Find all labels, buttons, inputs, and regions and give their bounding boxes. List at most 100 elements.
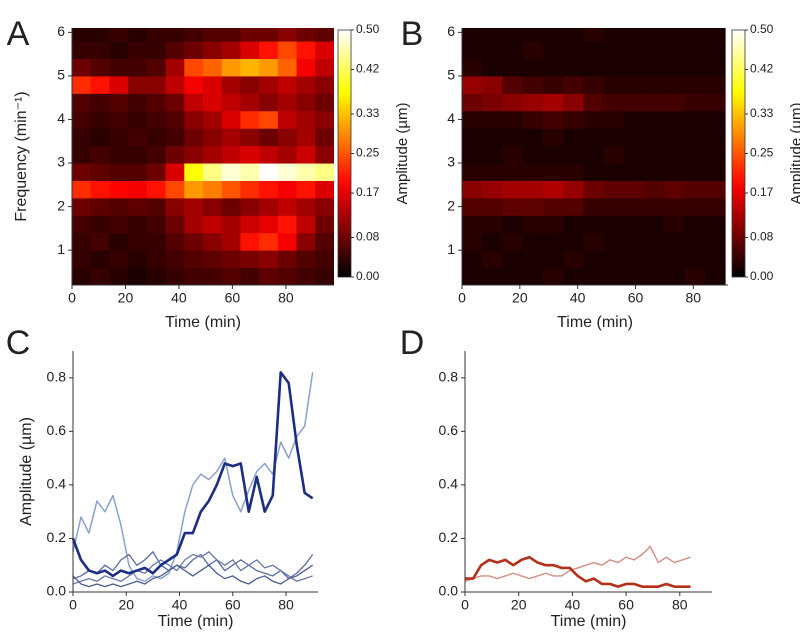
- heatmap-cell: [502, 28, 524, 42]
- line-series: [72, 551, 313, 585]
- y-tick-label: 4: [57, 110, 65, 126]
- heatmap-cell: [240, 197, 260, 216]
- heatmap-cell: [542, 93, 564, 112]
- heatmap-cell: [542, 58, 564, 77]
- heatmap-cell: [583, 93, 605, 112]
- heatmap-cell: [277, 41, 298, 59]
- heatmap-cell: [128, 145, 148, 164]
- heatmap-cell: [277, 128, 298, 147]
- heatmap-cell: [623, 28, 645, 42]
- heatmap-cell: [146, 93, 167, 112]
- heatmap-cell: [315, 28, 334, 42]
- heatmap-cell: [165, 110, 185, 129]
- heatmap-cell: [221, 250, 241, 269]
- heatmap-cell: [203, 93, 223, 112]
- heatmap-cell: [704, 110, 726, 129]
- heatmap-cell: [563, 93, 584, 112]
- heatmap-cell: [109, 180, 129, 199]
- heatmap-cell: [644, 93, 665, 112]
- heatmap-cell: [542, 163, 564, 181]
- heatmap-cell: [109, 28, 129, 42]
- y-tick-label: 5: [447, 67, 455, 83]
- heatmap-cell: [146, 163, 167, 181]
- heatmap-cell: [502, 232, 524, 251]
- heatmap-cell: [165, 250, 185, 269]
- heatmap-cell: [277, 180, 298, 199]
- heatmap-cell: [146, 267, 167, 285]
- heatmap-cell: [90, 197, 110, 216]
- heatmap-cell: [315, 110, 334, 129]
- heatmap-cell: [221, 75, 241, 94]
- heatmap-cell: [684, 58, 706, 77]
- heatmap-cell: [583, 180, 605, 199]
- heatmap-cell: [109, 128, 129, 147]
- heatmap-cell: [240, 75, 260, 94]
- heatmap-cell: [583, 197, 605, 216]
- heatmap-cell: [482, 267, 503, 285]
- heatmap-cell: [644, 267, 665, 285]
- heatmap-cell: [462, 180, 483, 199]
- colorbar-tick-label: 0.08: [750, 230, 774, 244]
- heatmap-cell: [72, 197, 92, 216]
- heatmap-cell: [664, 93, 686, 112]
- colorbar-tick-label: 0.33: [356, 106, 380, 120]
- heatmap-cell: [542, 41, 564, 59]
- heatmap-cell: [296, 197, 316, 216]
- y-tick-label: 0.0: [47, 583, 67, 599]
- heatmap-cell: [259, 180, 279, 199]
- heatmap-cell: [522, 75, 544, 94]
- x-tick-label: 0: [458, 290, 466, 306]
- heatmap-cell: [664, 75, 686, 94]
- heatmap-cell: [277, 110, 298, 129]
- heatmap-cell: [704, 93, 726, 112]
- heatmap-cell: [240, 128, 260, 147]
- y-tick-label: 1: [447, 241, 455, 257]
- heatmap-cell: [502, 215, 524, 234]
- heatmap-cell: [522, 58, 544, 77]
- heatmap-cell: [644, 180, 665, 199]
- heatmap-cell: [482, 145, 503, 164]
- heatmap-cell: [603, 215, 625, 234]
- heatmap-cell: [277, 163, 298, 181]
- x-tick-label: 0: [69, 597, 77, 613]
- heatmap-cell: [146, 28, 167, 42]
- heatmap-cell: [644, 163, 665, 181]
- heatmap-cell: [704, 75, 726, 94]
- x-tick-label: 60: [628, 290, 644, 306]
- heatmap-cell: [259, 163, 279, 181]
- heatmap-cell: [109, 58, 129, 77]
- heatmap-cell: [462, 75, 483, 94]
- heatmap-cell: [644, 197, 665, 216]
- heatmap-cell: [664, 232, 686, 251]
- heatmap-cell: [482, 197, 503, 216]
- colorbar-tick-label: 0.17: [356, 185, 380, 199]
- heatmap-cell: [259, 110, 279, 129]
- heatmap-cell: [184, 232, 204, 251]
- heatmap-cell: [482, 232, 503, 251]
- heatmap-cell: [684, 110, 706, 129]
- heatmap-cell: [184, 145, 204, 164]
- heatmap-cell: [563, 267, 584, 285]
- heatmap-cell: [221, 110, 241, 129]
- heatmap-cell: [315, 180, 334, 199]
- x-tick-label: 80: [672, 597, 688, 613]
- heatmap-cell: [259, 145, 279, 164]
- heatmap-cell: [542, 180, 564, 199]
- heatmap-cell: [502, 110, 524, 129]
- heatmap-cell: [563, 232, 584, 251]
- heatmap-cell: [704, 215, 726, 234]
- heatmap-cell: [462, 145, 483, 164]
- heatmap-cell: [109, 145, 129, 164]
- heatmap-cell: [128, 180, 148, 199]
- heatmap-cell: [128, 250, 148, 269]
- heatmap-cell: [664, 250, 686, 269]
- heatmap-cell: [644, 58, 665, 77]
- heatmap-cell: [522, 110, 544, 129]
- heatmap-cell: [128, 28, 148, 42]
- heatmap-cell: [203, 197, 223, 216]
- heatmap-cell: [623, 163, 645, 181]
- heatmap-cell: [563, 28, 584, 42]
- y-tick-label: 5: [57, 67, 65, 83]
- heatmap-cell: [109, 267, 129, 285]
